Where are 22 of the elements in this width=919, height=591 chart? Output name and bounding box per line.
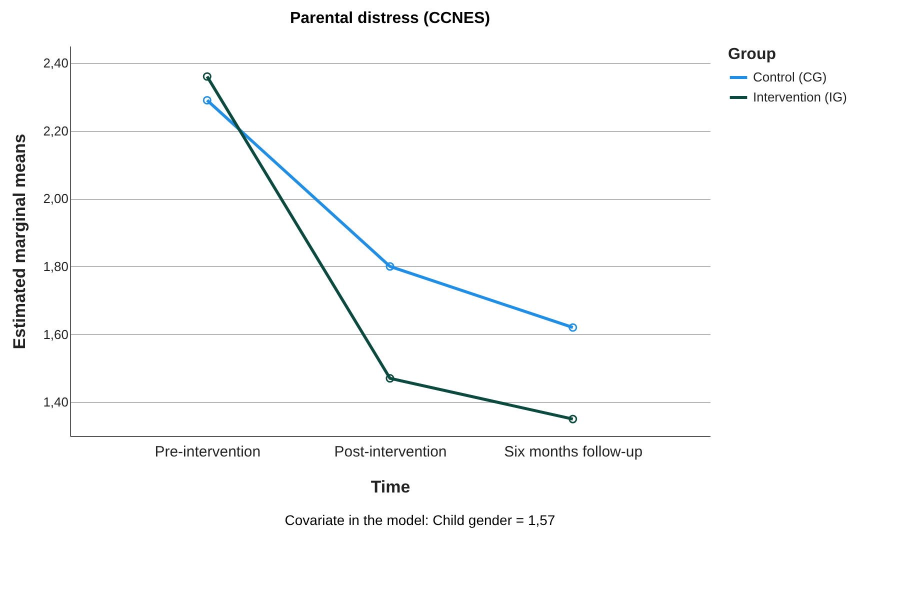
y-tick-label: 2,00 (43, 191, 68, 206)
point (568, 414, 578, 424)
legend-label: Intervention (IG) (753, 90, 847, 104)
point (202, 72, 212, 81)
x-tick-label: Pre-intervention (154, 444, 261, 460)
point (386, 374, 394, 383)
legend-title: Group (728, 46, 776, 63)
y-tick-label: 1,80 (43, 258, 68, 274)
y-tick-label: 2,20 (43, 123, 68, 138)
x-tick-label: Post-intervention (334, 444, 447, 460)
y-tick-label: 1,60 (43, 326, 68, 342)
y-tick-label: 2,40 (43, 55, 68, 70)
point (568, 323, 578, 332)
x-axis-title: Time (370, 478, 410, 496)
y-axis-title: Estimated marginal means (10, 134, 30, 350)
legend-label: Control (CG) (753, 70, 827, 84)
text: Covariate in the model: Child gender = 1,57 (284, 512, 556, 528)
y-tick-label: 1,40 (43, 394, 68, 410)
x-tick-label: Six months follow-up (504, 444, 643, 460)
chart-title: Parental distress (CCNES) (290, 10, 490, 27)
point (202, 96, 212, 105)
point (386, 262, 394, 271)
